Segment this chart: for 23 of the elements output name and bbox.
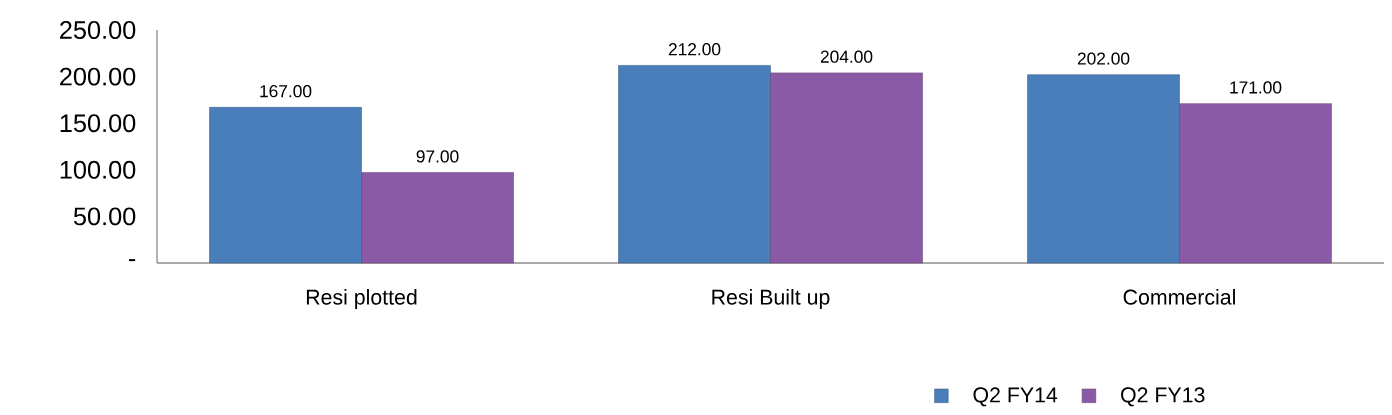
bar (209, 107, 362, 264)
x-tick-label: Commercial (1123, 289, 1235, 305)
legend-label: Q2 FY13 (1121, 387, 1205, 407)
y-tick-label: 100.00 (60, 160, 136, 179)
legend-label: Q2 FY14 (973, 387, 1058, 407)
data-label: 212.00 (668, 43, 721, 56)
bar (770, 72, 923, 264)
bar (1027, 74, 1180, 264)
x-tick-label: Resi Built up (712, 289, 830, 309)
data-label: 204.00 (820, 50, 873, 63)
bar (1179, 103, 1332, 264)
data-label: 202.00 (1077, 52, 1130, 65)
bar (618, 65, 771, 264)
bar (361, 172, 514, 264)
y-tick-label: 150.00 (60, 114, 136, 133)
y-tick-label: 200.00 (60, 67, 136, 86)
y-tick-label: - (128, 259, 136, 262)
data-label: 97.00 (416, 150, 459, 163)
data-label: 167.00 (260, 85, 312, 98)
y-tick-label: 250.00 (60, 21, 136, 39)
y-tick-label: 50.00 (73, 207, 136, 226)
data-label: 171.00 (1230, 81, 1282, 94)
x-tick-label: Resi plotted (306, 289, 417, 309)
